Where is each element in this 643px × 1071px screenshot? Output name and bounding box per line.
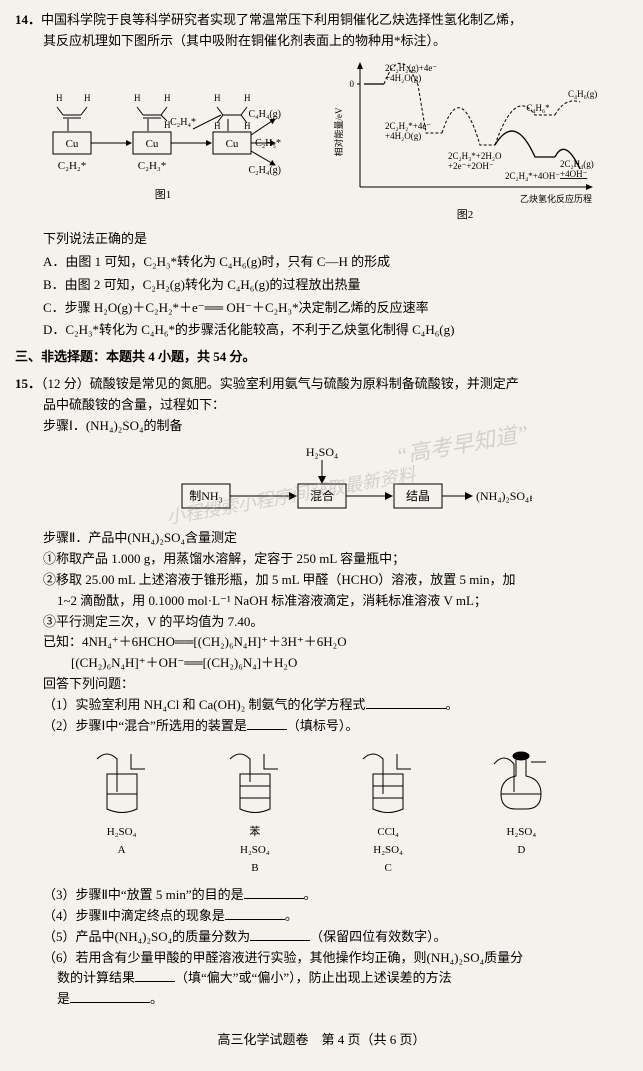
svg-text:H: H xyxy=(244,93,251,103)
blank-field[interactable] xyxy=(247,716,287,730)
svg-text:C₂H₃*: C₂H₃* xyxy=(138,160,166,172)
svg-text:C₄H₄(g): C₄H₄(g) xyxy=(248,109,281,120)
q15-ans-lead: 回答下列问题： xyxy=(43,674,628,695)
q15-sub5: （5）产品中(NH₄)₂SO₄的质量分数为（保留四位有效数字）。 xyxy=(43,927,628,948)
blank-field[interactable] xyxy=(244,885,304,899)
svg-text:+4H₂O(g): +4H₂O(g) xyxy=(385,131,421,141)
svg-text:2C₂H₂(g)+4e⁻: 2C₂H₂(g)+4e⁻ xyxy=(385,63,437,73)
q14-option-d: D．C₂H₃*转化为 C₄H₆*的步骤活化能较高，不利于乙炔氢化制得 C₄H₆(… xyxy=(43,320,628,341)
figure-2: 0 相对能量/eV 乙炔氢化反应历程 2C₂H₂(g)+4e⁻ xyxy=(330,57,600,225)
apparatus-b: 苯 H₂SO₄ B xyxy=(220,744,290,877)
svg-text:C₂H₄*: C₂H₄* xyxy=(170,117,196,128)
q14-figures: Cu Cu Cu xyxy=(43,57,600,225)
question-15: 15．（12 分）硫酸铵是常见的氮肥。实验室利用氨气与硫酸为原料制备硫酸铵，并测… xyxy=(15,374,628,1010)
svg-text:H: H xyxy=(164,93,171,103)
svg-text:2C₂H₄(g): 2C₂H₄(g) xyxy=(560,159,594,169)
apparatus-a: H₂SO₄ A xyxy=(87,744,157,877)
q15-known: 已知：4NH₄⁺＋6HCHO══[(CH₂)₆N₄H]⁺＋3H⁺＋6H₂O xyxy=(43,632,628,653)
svg-text:H₂SO₄: H₂SO₄ xyxy=(305,445,337,459)
svg-text:C₂H₄(g): C₂H₄(g) xyxy=(248,165,281,176)
q15-sub6: （6）若用含有少量甲酸的甲醛溶液进行实验，其他操作均正确，则(NH₄)₂SO₄质… xyxy=(43,948,628,969)
svg-text:+4OH⁻: +4OH⁻ xyxy=(560,169,588,179)
svg-text:H: H xyxy=(244,121,251,131)
svg-text:H: H xyxy=(56,93,63,103)
q15-li1: ①称取产品 1.000 g，用蒸馏水溶解，定容于 250 mL 容量瓶中； xyxy=(43,549,628,570)
svg-text:(NH₄)₂SO₄晶体: (NH₄)₂SO₄晶体 xyxy=(476,489,532,503)
q14-stem-line2: 其反应机理如下图所示（其中吸附在铜催化剂表面上的物种用*标注）。 xyxy=(43,31,628,52)
svg-text:+2e⁻+2OH⁻: +2e⁻+2OH⁻ xyxy=(448,161,494,171)
apparatus-c: CCl₄ H₂SO₄ C xyxy=(353,744,423,877)
q15-sub3: （3）步骤Ⅱ中“放置 5 min”的目的是。 xyxy=(43,885,628,906)
svg-text:C₄H₆(g): C₄H₆(g) xyxy=(568,89,597,99)
q15-step2: 步骤Ⅱ．产品中(NH₄)₂SO₄含量测定 xyxy=(43,528,628,549)
blank-field[interactable] xyxy=(225,906,285,920)
apparatus-d: H₂SO₄ D xyxy=(486,744,556,877)
q15-head2: 品中硫酸铵的含量，过程如下： xyxy=(43,395,628,416)
q15-flow-diagram: H₂SO₄ 制NH₃ 混合 结晶 (NH₄)₂SO₄晶体 xyxy=(15,442,628,522)
svg-text:制NH₃: 制NH₃ xyxy=(189,489,223,503)
fig1-caption: 图1 xyxy=(43,187,283,205)
blank-field[interactable] xyxy=(135,968,175,982)
q15-number: 15． xyxy=(15,376,41,391)
svg-text:相对能量/eV: 相对能量/eV xyxy=(333,107,344,156)
q14-lead: 下列说法正确的是 xyxy=(43,229,628,250)
q15-sub6b: 数的计算结果（填“偏大”或“偏小”），防止出现上述误差的方法 xyxy=(57,968,628,989)
q14-number: 14． xyxy=(15,12,41,27)
svg-text:H: H xyxy=(214,93,221,103)
svg-text:0: 0 xyxy=(350,79,355,89)
svg-text:H: H xyxy=(84,93,91,103)
q15-li2b: 1~2 滴酚酞，用 0.1000 mol·L⁻¹ NaOH 标准溶液滴定，消耗标… xyxy=(57,591,628,612)
q15-sub6d: 是。 xyxy=(57,989,628,1010)
q15-step1: 步骤Ⅰ．(NH₄)₂SO₄的制备 xyxy=(43,416,628,437)
svg-text:乙炔氢化反应历程: 乙炔氢化反应历程 xyxy=(520,193,592,204)
q15-sub4: （4）步骤Ⅱ中滴定终点的现象是。 xyxy=(43,906,628,927)
blank-field[interactable] xyxy=(366,695,446,709)
q14-stem: 14．中国科学院于良等科学研究者实现了常温常压下利用铜催化乙炔选择性氢化制乙烯， xyxy=(15,10,628,31)
blank-field[interactable] xyxy=(70,989,150,1003)
svg-text:H: H xyxy=(134,93,141,103)
fig2-caption: 图2 xyxy=(330,207,600,225)
q15-sub2: （2）步骤Ⅰ中“混合”所选用的装置是（填标号）。 xyxy=(43,716,628,737)
q14-option-a: A．由图 1 可知，C₂H₃*转化为 C₄H₆(g)时，只有 C—H 的形成 xyxy=(43,252,628,273)
svg-text:C₂H₅*: C₂H₅* xyxy=(255,138,281,149)
svg-text:Cu: Cu xyxy=(146,138,159,150)
svg-text:2C₂H₃*+2H₂O: 2C₂H₃*+2H₂O xyxy=(448,151,502,161)
svg-text:Cu: Cu xyxy=(226,138,239,150)
fig1-svg: Cu Cu Cu xyxy=(43,57,283,187)
svg-text:H: H xyxy=(214,121,221,131)
blank-field[interactable] xyxy=(250,927,310,941)
q14-option-b: B．由图 2 可知，C₂H₂(g)转化为 C₄H₆(g)的过程放出热量 xyxy=(43,275,628,296)
q15-head: 15．（12 分）硫酸铵是常见的氮肥。实验室利用氨气与硫酸为原料制备硫酸铵，并测… xyxy=(15,374,628,395)
page-footer: 高三化学试题卷 第 4 页（共 6 页） xyxy=(15,1030,628,1051)
q14-option-c: C．步骤 H₂O(g)＋C₂H₂*＋e⁻══ OH⁻＋C₂H₃*决定制乙烯的反应… xyxy=(43,298,628,319)
question-14: 14．中国科学院于良等科学研究者实现了常温常压下利用铜催化乙炔选择性氢化制乙烯，… xyxy=(15,10,628,341)
svg-text:结晶: 结晶 xyxy=(405,489,429,503)
section-3-heading: 三、非选择题：本题共 4 小题，共 54 分。 xyxy=(15,347,628,368)
svg-text:Cu: Cu xyxy=(66,138,79,150)
apparatus-row: H₂SO₄ A 苯 H₂SO₄ B xyxy=(55,744,588,877)
svg-text:C₂H₂*: C₂H₂* xyxy=(58,160,86,172)
q15-known2: [(CH₂)₆N₄H]⁺＋OH⁻══[(CH₂)₆N₄]＋H₂O xyxy=(71,653,628,674)
q15-li3: ③平行测定三次，V 的平均值为 7.40。 xyxy=(43,612,628,633)
fig2-svg: 0 相对能量/eV 乙炔氢化反应历程 2C₂H₂(g)+4e⁻ xyxy=(330,57,600,207)
svg-text:混合: 混合 xyxy=(309,488,333,503)
q15-sub1: （1）实验室利用 NH₄Cl 和 Ca(OH)₂ 制氨气的化学方程式。 xyxy=(43,695,628,716)
figure-1: Cu Cu Cu xyxy=(43,57,283,225)
svg-text:2C₂H₄*+4OH⁻: 2C₂H₄*+4OH⁻ xyxy=(505,171,560,181)
svg-text:2C₂H₂*+4e⁻: 2C₂H₂*+4e⁻ xyxy=(385,121,431,131)
q15-li2: ②移取 25.00 mL 上述溶液于锥形瓶，加 5 mL 甲醛（HCHO）溶液，… xyxy=(43,570,628,591)
svg-text:C₄H₆*: C₄H₆* xyxy=(526,103,550,113)
svg-text:+4H₂O(g): +4H₂O(g) xyxy=(385,73,421,83)
